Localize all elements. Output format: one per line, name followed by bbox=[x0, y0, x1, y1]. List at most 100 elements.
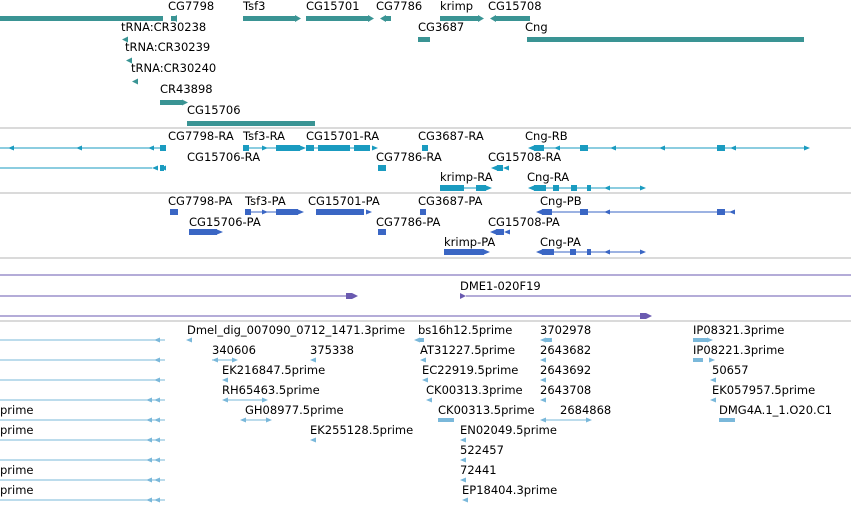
strand-arrow[interactable] bbox=[146, 397, 152, 403]
strand-arrow[interactable] bbox=[310, 357, 316, 363]
protein-block[interactable] bbox=[542, 249, 554, 255]
strand-arrow[interactable] bbox=[266, 417, 272, 423]
protein-block[interactable] bbox=[444, 249, 484, 255]
feature-block[interactable] bbox=[534, 145, 544, 151]
strand-arrow[interactable] bbox=[422, 377, 428, 383]
protein-block[interactable] bbox=[316, 209, 364, 215]
strand-arrow[interactable] bbox=[154, 377, 160, 383]
strand-arrow[interactable] bbox=[310, 437, 316, 443]
strand-arrow[interactable] bbox=[154, 417, 160, 423]
feature-block[interactable] bbox=[587, 185, 591, 191]
strand-arrow[interactable] bbox=[217, 229, 223, 235]
strand-arrow[interactable] bbox=[604, 249, 610, 255]
strand-arrow[interactable] bbox=[295, 15, 301, 22]
gene-block[interactable] bbox=[418, 37, 430, 42]
strand-arrow[interactable] bbox=[730, 145, 736, 151]
strand-arrow[interactable] bbox=[300, 145, 306, 151]
gene-block[interactable] bbox=[243, 16, 295, 21]
protein-block[interactable] bbox=[170, 209, 178, 215]
strand-arrow[interactable] bbox=[222, 377, 228, 383]
strand-arrow[interactable] bbox=[640, 249, 646, 255]
strand-arrow[interactable] bbox=[212, 357, 218, 363]
strand-arrow[interactable] bbox=[372, 145, 378, 151]
strand-arrow[interactable] bbox=[707, 337, 713, 343]
gene-block[interactable] bbox=[527, 37, 804, 42]
est-block[interactable] bbox=[693, 338, 707, 342]
strand-arrow[interactable] bbox=[604, 185, 610, 191]
strand-arrow[interactable] bbox=[540, 337, 546, 343]
gene-block[interactable] bbox=[386, 16, 391, 21]
strand-arrow[interactable] bbox=[262, 209, 268, 215]
strand-arrow[interactable] bbox=[378, 165, 384, 171]
gene-block[interactable] bbox=[0, 16, 163, 21]
strand-arrow[interactable] bbox=[232, 357, 238, 363]
strand-arrow[interactable] bbox=[604, 209, 610, 215]
protein-block[interactable] bbox=[496, 229, 504, 235]
strand-arrow[interactable] bbox=[710, 377, 716, 383]
strand-arrow[interactable] bbox=[414, 337, 420, 343]
feature-block[interactable] bbox=[553, 185, 559, 191]
gene-block[interactable] bbox=[306, 16, 368, 21]
strand-arrow[interactable] bbox=[478, 15, 484, 22]
strand-arrow[interactable] bbox=[132, 78, 138, 85]
strand-arrow[interactable] bbox=[146, 477, 152, 483]
strand-arrow[interactable] bbox=[659, 145, 665, 151]
strand-arrow[interactable] bbox=[154, 357, 160, 363]
protein-block[interactable] bbox=[542, 209, 552, 215]
strand-arrow[interactable] bbox=[490, 229, 496, 235]
est-block[interactable] bbox=[693, 358, 703, 362]
strand-arrow[interactable] bbox=[222, 397, 228, 403]
strand-arrow[interactable] bbox=[146, 437, 152, 443]
protein-block[interactable] bbox=[245, 209, 251, 215]
strand-arrow[interactable] bbox=[262, 145, 268, 151]
strand-arrow[interactable] bbox=[491, 165, 497, 171]
strand-arrow[interactable] bbox=[503, 165, 509, 171]
protein-block[interactable] bbox=[276, 209, 298, 215]
strand-arrow[interactable] bbox=[640, 185, 646, 191]
est-block[interactable] bbox=[420, 338, 424, 342]
feature-block[interactable] bbox=[243, 145, 249, 151]
protein-block[interactable] bbox=[570, 249, 576, 255]
strand-arrow[interactable] bbox=[486, 185, 492, 191]
strand-arrow[interactable] bbox=[536, 209, 542, 215]
strand-arrow[interactable] bbox=[729, 209, 735, 215]
strand-arrow[interactable] bbox=[460, 437, 466, 443]
strand-arrow[interactable] bbox=[646, 313, 652, 319]
feature-block[interactable] bbox=[497, 165, 503, 171]
strand-arrow[interactable] bbox=[460, 293, 466, 299]
strand-arrow[interactable] bbox=[426, 397, 432, 403]
feature-block[interactable] bbox=[306, 145, 314, 151]
strand-arrow[interactable] bbox=[460, 457, 466, 463]
protein-block[interactable] bbox=[420, 209, 426, 215]
strand-arrow[interactable] bbox=[160, 165, 166, 171]
gene-block[interactable] bbox=[496, 16, 530, 21]
strand-arrow[interactable] bbox=[460, 477, 466, 483]
protein-block[interactable] bbox=[189, 229, 217, 235]
strand-arrow[interactable] bbox=[186, 337, 192, 343]
strand-arrow[interactable] bbox=[420, 357, 426, 363]
feature-block[interactable] bbox=[276, 145, 300, 151]
strand-arrow[interactable] bbox=[76, 145, 82, 151]
strand-arrow[interactable] bbox=[152, 165, 158, 171]
feature-block[interactable] bbox=[440, 185, 464, 191]
feature-block[interactable] bbox=[717, 145, 725, 151]
gene-block[interactable] bbox=[171, 16, 177, 21]
protein-block[interactable] bbox=[580, 209, 588, 215]
feature-block[interactable] bbox=[476, 185, 486, 191]
est-block[interactable] bbox=[438, 418, 454, 422]
feature-block[interactable] bbox=[571, 185, 577, 191]
gene-block[interactable] bbox=[187, 121, 315, 126]
strand-arrow[interactable] bbox=[154, 397, 160, 403]
strand-arrow[interactable] bbox=[366, 209, 372, 215]
clone-block[interactable] bbox=[346, 293, 352, 299]
strand-arrow[interactable] bbox=[154, 477, 160, 483]
strand-arrow[interactable] bbox=[160, 145, 166, 151]
strand-arrow[interactable] bbox=[240, 417, 246, 423]
strand-arrow[interactable] bbox=[122, 36, 128, 43]
strand-arrow[interactable] bbox=[586, 417, 592, 423]
feature-block[interactable] bbox=[580, 145, 588, 151]
protein-block[interactable] bbox=[717, 209, 725, 215]
feature-block[interactable] bbox=[354, 145, 370, 151]
strand-arrow[interactable] bbox=[554, 145, 560, 151]
strand-arrow[interactable] bbox=[710, 397, 716, 403]
